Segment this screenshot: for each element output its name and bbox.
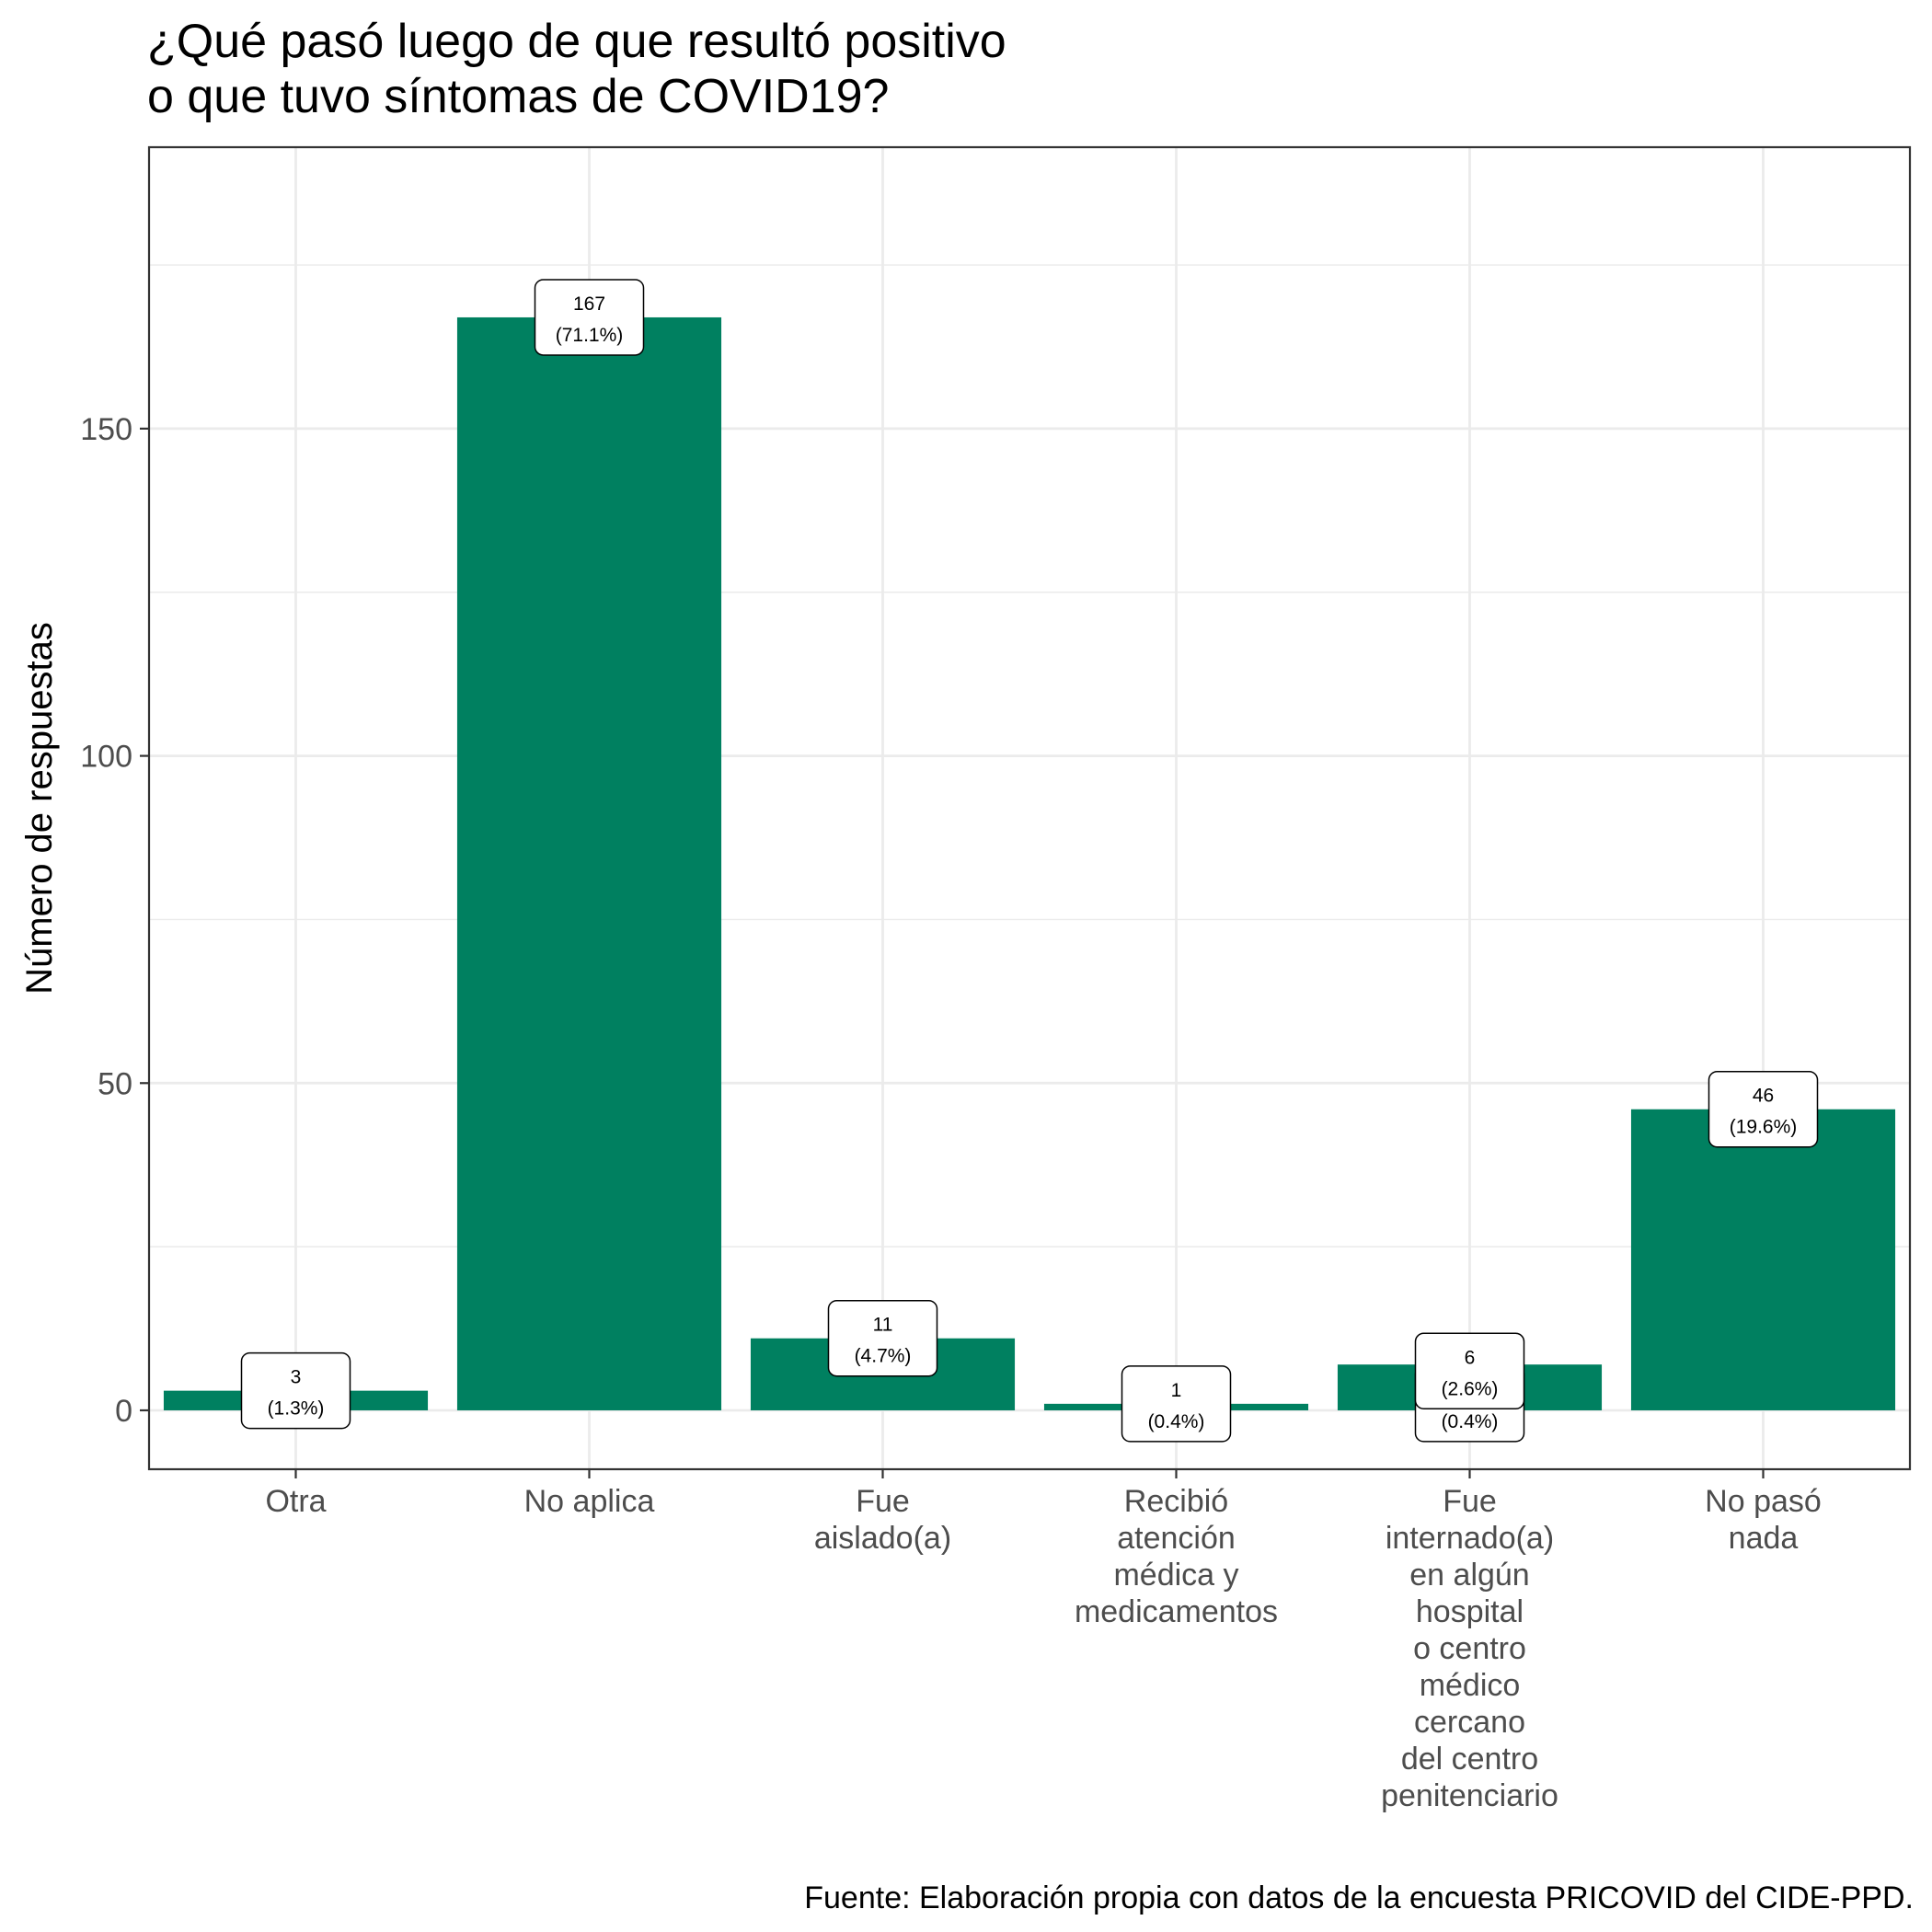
y-axis: 0 50 100 150 xyxy=(80,412,149,1429)
x-tick-label-line: cercano xyxy=(1414,1705,1525,1740)
chart-title-line: ¿Qué pasó luego de que resultó positivo xyxy=(147,15,1006,68)
x-tick-label-line: internado(a) xyxy=(1386,1521,1554,1556)
y-tick-label: 50 xyxy=(98,1066,132,1101)
x-tick-label: Otra xyxy=(265,1484,326,1519)
data-labels: 3(1.3%)167(71.1%)11(4.7%)1(0.4%)1(0.4%)6… xyxy=(240,279,1819,1443)
chart-title-line: o que tuvo síntomas de COVID19? xyxy=(147,70,889,123)
data-label-percent: (2.6%) xyxy=(1442,1378,1499,1399)
y-tick-label: 0 xyxy=(115,1394,132,1429)
x-tick-label-line: No pasó xyxy=(1705,1484,1822,1519)
data-label-percent: (0.4%) xyxy=(1148,1411,1205,1432)
data-label-count: 11 xyxy=(873,1315,893,1336)
data-label-count: 3 xyxy=(291,1367,302,1388)
x-tick-label-line: Otra xyxy=(265,1484,326,1519)
x-tick-label-line: médico xyxy=(1420,1668,1521,1703)
x-tick-label-line: atención xyxy=(1117,1521,1236,1556)
data-label-box xyxy=(534,279,645,356)
x-tick-label-line: Fue xyxy=(856,1484,910,1519)
x-tick-label-line: hospital xyxy=(1416,1594,1524,1629)
x-tick-label-line: nada xyxy=(1729,1521,1799,1556)
chart-title: ¿Qué pasó luego de que resultó positivoo… xyxy=(147,15,1006,123)
plot-panel-border xyxy=(147,145,1912,1471)
data-label: 11 (4.7%) xyxy=(827,1299,938,1377)
data-label-percent: (0.4%) xyxy=(1442,1411,1499,1432)
data-label: 3 (1.3%) xyxy=(240,1351,351,1430)
bar xyxy=(456,316,722,1410)
x-tick-label-line: aislado(a) xyxy=(814,1521,951,1556)
data-label-box xyxy=(827,1299,938,1377)
data-label-count: 46 xyxy=(1753,1086,1774,1107)
bars xyxy=(163,316,1896,1410)
x-tick-label: No aplica xyxy=(524,1484,655,1519)
y-axis-title: Número de respuestas xyxy=(19,622,60,995)
data-label-box xyxy=(1121,1365,1232,1443)
data-label: 167 (71.1%) xyxy=(534,279,645,356)
x-tick-label: Fue aislado(a) xyxy=(814,1484,951,1556)
data-label-percent: (4.7%) xyxy=(855,1346,912,1367)
x-tick-label: Recibió atención médica y medicamentos xyxy=(1075,1484,1278,1629)
data-label-count: 1 xyxy=(1171,1380,1182,1401)
data-label-percent: (71.1%) xyxy=(556,325,624,346)
data-label: 6 (2.6%) xyxy=(1414,1332,1525,1410)
data-label-box xyxy=(1708,1070,1819,1148)
x-tick-label: No pasó nada xyxy=(1705,1484,1822,1556)
x-tick-label-line: Fue xyxy=(1443,1484,1497,1519)
bar xyxy=(1630,1109,1896,1410)
x-tick-label-line: en algún xyxy=(1409,1558,1529,1593)
data-label: 46 (19.6%) xyxy=(1708,1070,1819,1148)
x-tick-label-line: medicamentos xyxy=(1075,1594,1278,1629)
x-tick-label-line: o centro xyxy=(1413,1631,1526,1666)
x-axis: Otra No aplica Fue aislado(a)Recibió atenció… xyxy=(265,1469,1822,1813)
data-label-box xyxy=(1414,1332,1525,1410)
caption: Fuente: Elaboración propia con datos de … xyxy=(804,1880,1914,1915)
data-label-count: 167 xyxy=(573,293,605,315)
data-label-percent: (1.3%) xyxy=(268,1398,325,1420)
x-tick-label-line: No aplica xyxy=(524,1484,655,1519)
x-tick-label-line: penitenciario xyxy=(1381,1778,1558,1813)
x-tick-label: Fue internado(a) en algún hospital o centro m… xyxy=(1381,1484,1558,1813)
data-label-count: 6 xyxy=(1465,1347,1476,1368)
x-tick-label-line: médica y xyxy=(1113,1558,1238,1593)
x-tick-label-line: del centro xyxy=(1401,1742,1538,1777)
y-tick-label: 150 xyxy=(80,412,132,447)
data-label: 1 (0.4%) xyxy=(1121,1365,1232,1443)
x-tick-label-line: Recibió xyxy=(1124,1484,1228,1519)
data-label-percent: (19.6%) xyxy=(1730,1117,1798,1138)
y-tick-label: 100 xyxy=(80,740,132,775)
data-label-box xyxy=(240,1351,351,1430)
